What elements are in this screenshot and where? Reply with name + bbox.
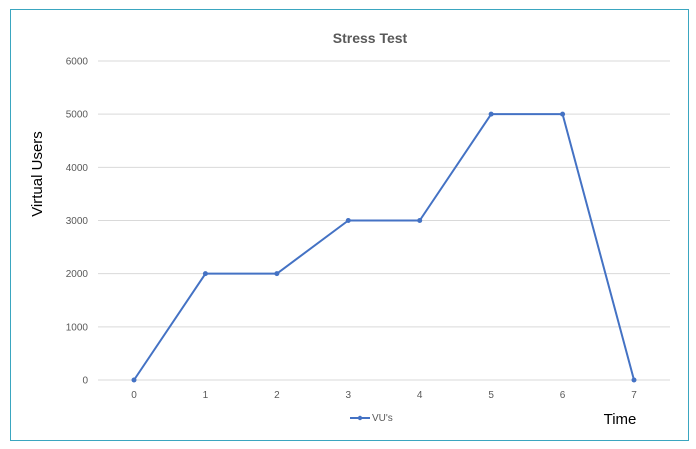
x-axis-ticks: 0 1 2 3 4 5 6 7 <box>131 390 637 401</box>
data-point-marker <box>417 218 423 223</box>
data-point-marker <box>345 218 351 223</box>
x-tick-label: 4 <box>417 390 423 401</box>
data-point-marker <box>631 377 637 383</box>
gridlines <box>98 60 670 381</box>
chart-frame <box>10 9 689 441</box>
y-tick-label: 6000 <box>66 57 89 68</box>
data-point-marker <box>488 111 494 117</box>
series-polyline <box>133 113 635 381</box>
legend-marker-icon <box>357 415 363 421</box>
data-point-marker <box>131 377 137 383</box>
x-tick-label: 1 <box>203 390 209 401</box>
x-tick-label: 7 <box>631 390 637 401</box>
x-tick-label: 6 <box>560 390 566 401</box>
y-tick-label: 4000 <box>66 163 89 174</box>
data-point-marker <box>202 271 208 277</box>
x-tick-label: 3 <box>346 390 352 401</box>
x-tick-label: 2 <box>274 390 280 401</box>
chart-title: Stress Test <box>333 30 408 46</box>
y-axis-title: Virtual Users <box>29 131 46 217</box>
data-point-marker <box>560 111 566 117</box>
y-axis-ticks: 0 1000 2000 3000 4000 5000 6000 <box>66 57 89 387</box>
y-tick-label: 1000 <box>66 322 89 333</box>
legend-label: VU's <box>372 413 393 424</box>
legend: VU's <box>350 413 393 424</box>
x-tick-label: 5 <box>488 390 494 401</box>
y-tick-label: 3000 <box>66 216 89 227</box>
y-tick-label: 5000 <box>66 110 89 121</box>
y-tick-label: 0 <box>82 376 88 387</box>
series-line <box>131 111 637 383</box>
x-axis-title: Time <box>604 411 637 428</box>
data-point-marker <box>274 271 280 277</box>
x-tick-label: 0 <box>131 390 137 401</box>
y-tick-label: 2000 <box>66 269 89 280</box>
